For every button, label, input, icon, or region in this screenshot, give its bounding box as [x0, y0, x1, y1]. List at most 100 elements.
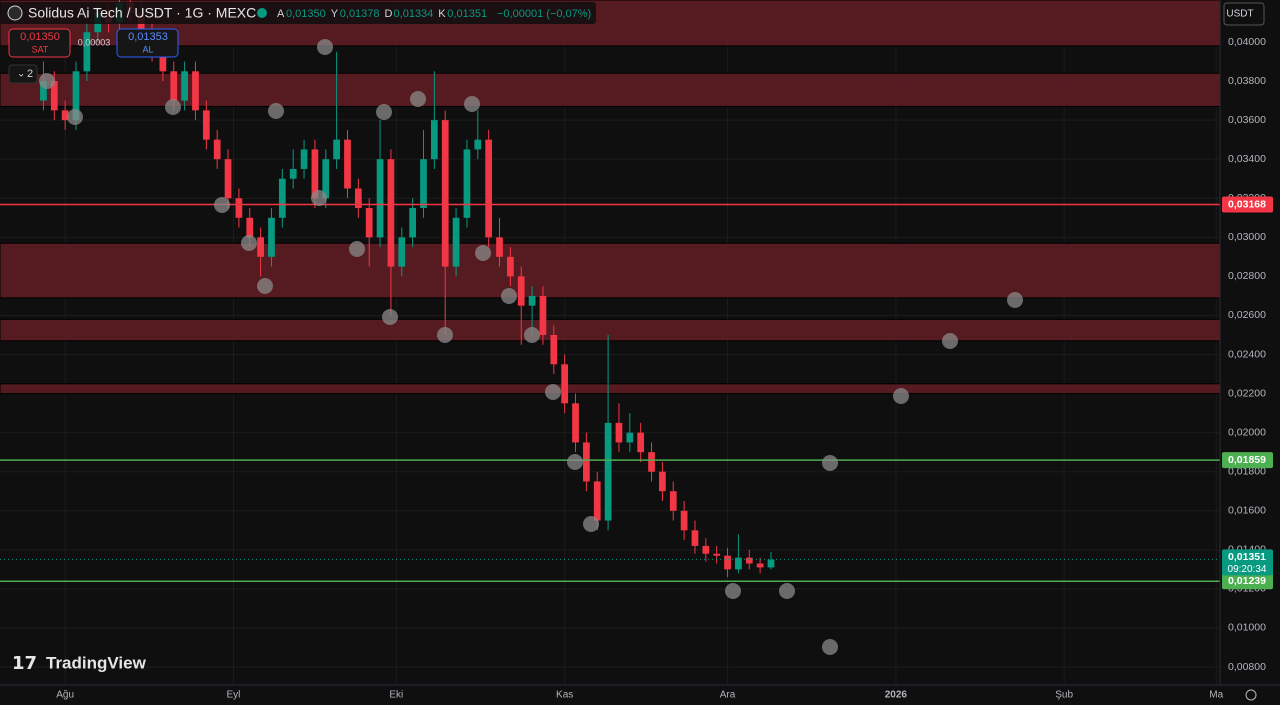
candle-body — [202, 110, 210, 140]
buy-label: AL — [142, 44, 153, 54]
y-tick-label: 0,01000 — [1228, 622, 1266, 634]
candle-body — [572, 403, 579, 443]
candle-body — [322, 159, 330, 199]
candle-body — [333, 139, 340, 160]
candle-body — [159, 51, 167, 72]
ohlc-value: 0,01351 — [447, 8, 487, 20]
buy-price: 0,01353 — [128, 31, 168, 43]
spread: 0,00003 — [78, 37, 111, 47]
candle-body — [702, 545, 710, 554]
symbol-icon — [7, 5, 23, 21]
settings-icon[interactable] — [1245, 689, 1257, 701]
candle-body — [561, 364, 569, 404]
candle-body — [409, 208, 417, 238]
candle-body — [550, 334, 558, 365]
candle-body — [441, 120, 449, 267]
buy-button[interactable] — [116, 28, 179, 58]
ohlc-key: D — [385, 8, 393, 20]
ohlc-key: A — [277, 8, 285, 20]
level-tag — [1222, 196, 1273, 213]
y-tick-label: 0,03600 — [1228, 114, 1266, 126]
candle-body — [365, 208, 373, 238]
sell-button[interactable] — [8, 28, 71, 58]
y-tick-label: 0,02000 — [1228, 426, 1266, 438]
candle-body — [278, 178, 286, 218]
change: −0,00001 (−0,07%) — [497, 8, 591, 20]
countdown: 09:20:34 — [1228, 564, 1267, 575]
status-dot — [257, 8, 267, 18]
candle-body — [637, 432, 645, 453]
candle-body — [268, 217, 275, 257]
candle-body — [496, 237, 503, 257]
sell-price: 0,01350 — [20, 31, 60, 43]
level-tag — [1222, 452, 1273, 469]
x-tick-label: Eki — [389, 690, 403, 701]
candle-body — [246, 217, 254, 238]
candle-body — [659, 471, 666, 492]
y-tick-label: 0,02400 — [1228, 348, 1266, 360]
ohlc-value: 0,01334 — [394, 8, 434, 20]
x-tick-label: Ma — [1209, 690, 1223, 701]
header: Solidus Ai Tech / USDT · 1G · MEXC A 0,01… — [0, 2, 596, 24]
candle-body — [430, 120, 438, 160]
candle-body — [300, 149, 308, 169]
level-label: 0,01859 — [1228, 454, 1266, 466]
candle-body — [507, 256, 514, 277]
x-tick-label: Ağu — [56, 690, 74, 701]
ohlc-key: Y — [331, 8, 339, 20]
candle-body — [235, 198, 243, 218]
symbol[interactable]: Solidus Ai Tech / USDT · 1G · MEXC — [28, 5, 256, 21]
candle-body — [680, 510, 688, 531]
candle-body — [61, 110, 69, 121]
candle-body — [387, 159, 395, 267]
candle-body — [615, 422, 623, 443]
indicator-toggle[interactable] — [8, 64, 38, 84]
candle-body — [289, 168, 297, 179]
zone — [0, 242, 1221, 299]
y-tick-label: 0,01600 — [1228, 505, 1266, 517]
candle-body — [669, 491, 677, 511]
ohlc-key: K — [438, 8, 446, 20]
currency-button[interactable] — [1223, 2, 1265, 26]
candle-body — [767, 559, 775, 568]
candle-body — [485, 139, 493, 238]
level-tag — [1222, 573, 1273, 590]
trade-buttons: 0,01350 SAT 0,00003 0,01353 AL ⌄ 2 — [8, 28, 179, 84]
ohlc-value: 0,01378 — [340, 8, 380, 20]
x-tick-label: 2026 — [885, 690, 908, 701]
candle-body — [626, 432, 634, 443]
level-label: 0,01239 — [1228, 575, 1266, 587]
zone — [0, 383, 1221, 395]
candle-body — [474, 139, 482, 150]
candle-body — [192, 71, 199, 111]
candle-body — [40, 81, 47, 101]
chevron: ⌄ — [17, 69, 25, 80]
candle-body — [452, 217, 460, 267]
candle-body — [713, 553, 721, 556]
y-tick-label: 0,04000 — [1228, 36, 1266, 48]
candle-body — [257, 237, 264, 257]
indicator-count: 2 — [27, 68, 33, 80]
header-bg — [0, 2, 596, 24]
level-label: 0,03168 — [1228, 198, 1266, 210]
candle-body — [420, 159, 427, 209]
candle-body — [735, 557, 742, 570]
candle-body — [170, 71, 178, 101]
last-price-tag — [1222, 549, 1273, 576]
brand: 𝟭𝟳 TradingView — [12, 653, 147, 673]
candle-body — [344, 139, 351, 189]
y-tick-label: 0,00800 — [1228, 661, 1266, 673]
brand-name: TradingView — [46, 653, 147, 672]
candle-body — [181, 71, 188, 101]
ohlc-value: 0,01350 — [286, 8, 326, 20]
candle-body — [517, 276, 525, 306]
x-tick-label: Kas — [556, 690, 573, 701]
y-tick-label: 0,02800 — [1228, 270, 1266, 282]
candle-body — [528, 295, 536, 306]
candle-body — [224, 159, 232, 199]
candle-body — [354, 188, 362, 209]
candle-body — [745, 557, 753, 564]
